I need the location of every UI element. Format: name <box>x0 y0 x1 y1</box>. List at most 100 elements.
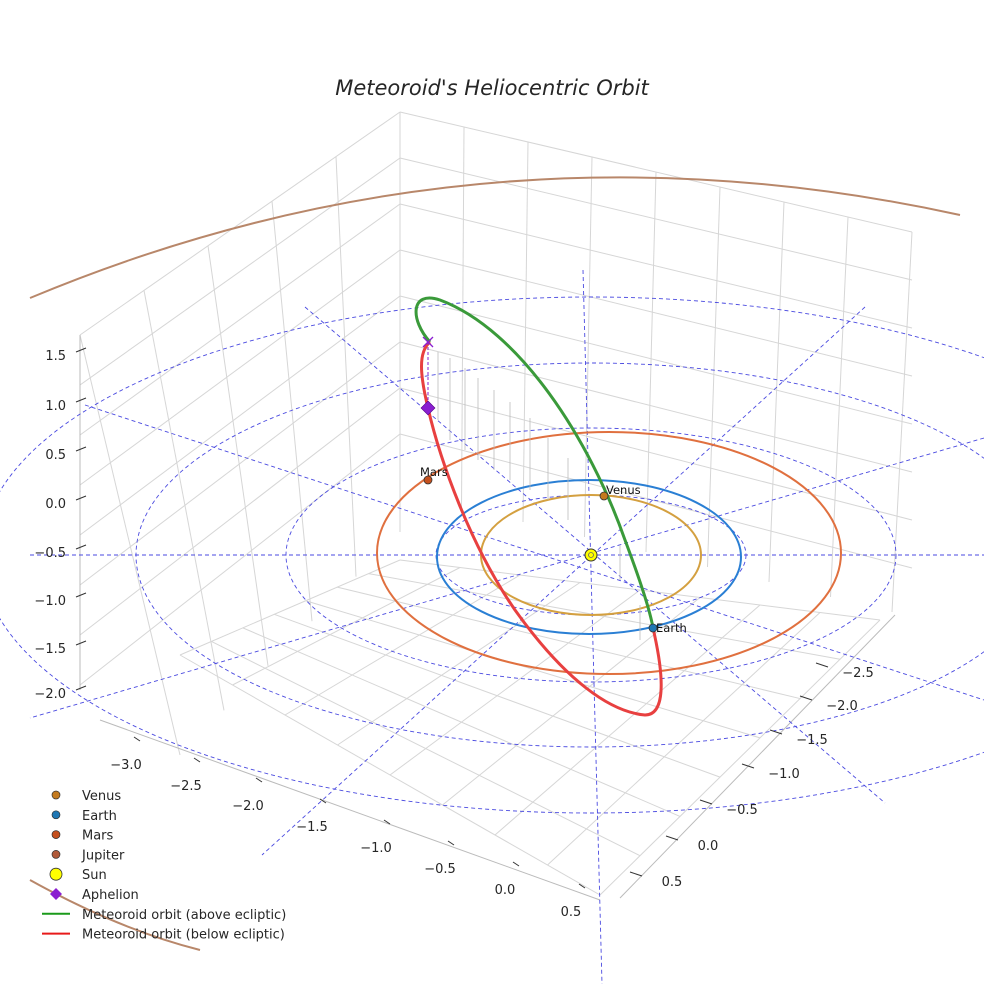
legend-item: Mars <box>51 829 114 844</box>
z-tick-label: 1.0 <box>45 399 66 414</box>
grid-line <box>399 433 913 569</box>
grid-line <box>143 290 225 711</box>
grid-line <box>284 574 521 716</box>
x-tick-label: 0.5 <box>561 905 582 920</box>
z-tick-label: 0.5 <box>45 448 66 463</box>
z-tick-mark <box>75 544 87 550</box>
earth-orbit <box>436 479 742 635</box>
grid-line <box>305 600 761 739</box>
legend-marker <box>50 888 62 900</box>
axis-ticks: 1.5 1.0 0.5 0.0 −0.5 −1.0 −1.5 −2.0 −3.0 −2.5 −2.0… <box>34 347 874 920</box>
legend-label: Meteoroid orbit (above ecliptic) <box>82 908 286 923</box>
legend-marker <box>51 850 61 859</box>
venus-dot <box>599 491 609 501</box>
grid-line <box>442 597 701 806</box>
y-tick-label: 0.5 <box>662 875 683 890</box>
z-tick-label: −1.5 <box>34 642 66 657</box>
x-tick-mark <box>255 777 263 783</box>
y-axis-line <box>619 614 896 899</box>
aphelion-marker <box>420 400 436 416</box>
z-tick-mark <box>75 592 87 598</box>
aphelion-projection-marker <box>422 336 434 348</box>
legend-item: Jupiter <box>51 848 125 863</box>
mars-dot <box>423 475 433 485</box>
earth-label: Earth <box>656 621 687 635</box>
legend-marker <box>49 867 63 881</box>
ecliptic-radial <box>261 306 866 856</box>
grid-line <box>79 387 401 636</box>
y-tick-label: −1.0 <box>768 767 800 782</box>
grid-line <box>271 201 313 622</box>
mars-orbit <box>376 431 842 675</box>
grid-line <box>494 604 761 836</box>
mars-label: Mars <box>420 465 448 479</box>
z-tick-label: −1.0 <box>34 594 66 609</box>
y-tick-label: −2.0 <box>826 699 858 714</box>
z-tick-label: 1.5 <box>45 349 66 364</box>
meteoroid-orbit-below <box>420 340 663 717</box>
y-tick-label: 0.0 <box>698 839 719 854</box>
grid-line <box>399 157 913 281</box>
grid-line <box>830 216 849 598</box>
ecliptic-radial <box>84 404 984 701</box>
legend-item: Meteoroid orbit (below ecliptic) <box>42 928 285 943</box>
x-tick-mark <box>383 819 391 825</box>
x-tick-mark <box>319 798 327 804</box>
x-tick-label: −3.0 <box>110 758 142 773</box>
y-tick-mark <box>665 835 679 841</box>
legend-marker <box>51 790 61 800</box>
grid-line <box>584 156 593 538</box>
legend-label: Mars <box>82 829 114 844</box>
grid-line <box>547 612 821 866</box>
grid-line <box>399 295 913 425</box>
grid-line <box>211 640 641 857</box>
jupiter-orbit-lower <box>29 879 201 951</box>
grid-line <box>335 156 357 577</box>
ecliptic-radial <box>29 437 984 719</box>
grid-line <box>645 171 657 553</box>
grid-line <box>232 567 461 686</box>
y-tick-mark <box>769 729 783 735</box>
grid-line <box>389 589 641 776</box>
grid-line <box>399 559 881 621</box>
grid-line <box>79 334 181 756</box>
venus-label: Venus <box>606 483 641 497</box>
x-tick-mark <box>133 736 141 742</box>
grid-line <box>79 341 401 586</box>
x-tick-label: −1.5 <box>296 820 328 835</box>
legend-label: Earth <box>82 809 117 824</box>
legend-label: Meteoroid orbit (below ecliptic) <box>82 928 285 943</box>
sun-dot <box>584 548 598 562</box>
z-tick-mark <box>75 446 87 452</box>
legend-marker <box>51 810 61 820</box>
legend-label: Jupiter <box>81 848 125 863</box>
x-tick-label: −2.0 <box>232 799 264 814</box>
y-tick-label: −1.5 <box>796 733 828 748</box>
ecliptic-radial <box>582 269 603 984</box>
y-tick-mark <box>815 662 829 668</box>
z-tick-mark <box>75 640 87 646</box>
grid-line <box>399 111 913 233</box>
legend-label: Sun <box>82 868 107 883</box>
meteoroid-orbit-above <box>414 296 655 629</box>
z-tick-label: −0.5 <box>34 546 66 561</box>
x-tick-label: −1.0 <box>360 841 392 856</box>
x-tick-label: −2.5 <box>170 779 202 794</box>
y-tick-mark <box>799 695 813 701</box>
z-tick-label: −2.0 <box>34 687 66 702</box>
x-tick-mark <box>512 861 520 867</box>
legend-marker <box>51 830 61 839</box>
z-tick-label: 0.0 <box>45 497 66 512</box>
legend-item: Sun <box>49 867 107 883</box>
grid-line <box>368 573 841 660</box>
z-tick-mark <box>75 397 87 403</box>
grid-line <box>399 387 913 521</box>
legend-item: Aphelion <box>50 888 139 903</box>
grid-line <box>399 341 913 473</box>
grid-line <box>399 203 913 329</box>
grid-line <box>79 433 401 686</box>
x-tick-mark <box>193 757 201 763</box>
grid-line <box>707 186 721 568</box>
jupiter-orbit <box>29 176 961 299</box>
